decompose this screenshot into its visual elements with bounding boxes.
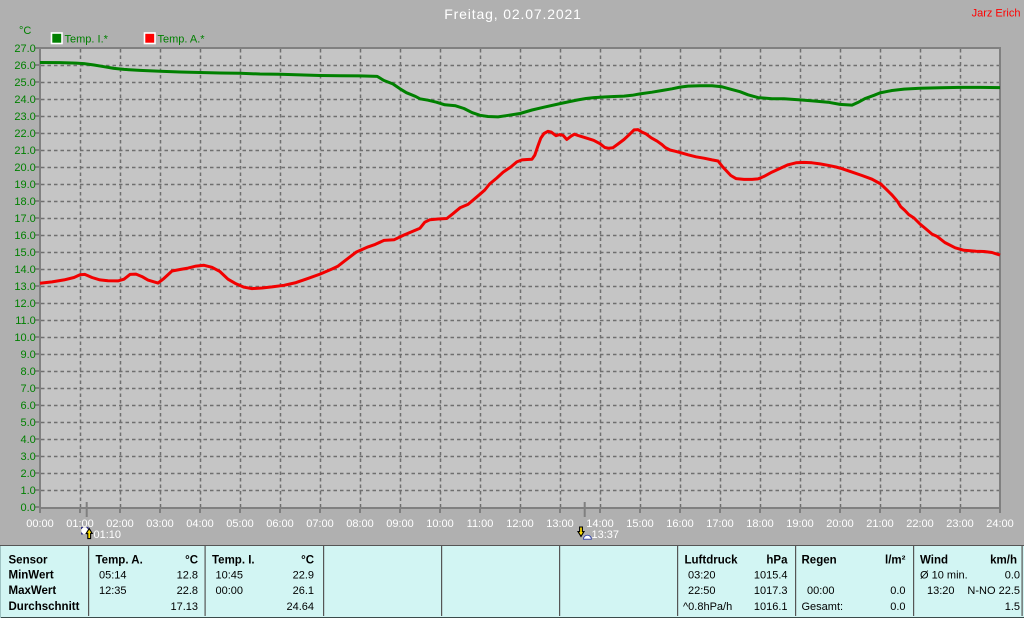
svg-text:1016.1: 1016.1 bbox=[754, 601, 788, 613]
svg-text:MaxWert: MaxWert bbox=[9, 585, 57, 597]
svg-text:Ø 10 min.: Ø 10 min. bbox=[920, 570, 968, 582]
svg-text:Wind: Wind bbox=[920, 554, 948, 566]
svg-text:13:20: 13:20 bbox=[927, 585, 955, 597]
svg-text:l/m²: l/m² bbox=[885, 554, 906, 566]
svg-text:0.0: 0.0 bbox=[1005, 570, 1020, 582]
svg-text:27.0: 27.0 bbox=[14, 43, 35, 55]
svg-text:11.0: 11.0 bbox=[15, 315, 36, 327]
svg-text:17.0: 17.0 bbox=[14, 213, 35, 225]
svg-text:7.0: 7.0 bbox=[21, 383, 36, 395]
svg-text:14:00: 14:00 bbox=[586, 518, 614, 530]
svg-text:08:00: 08:00 bbox=[346, 518, 374, 530]
svg-text:Temp. A.: Temp. A. bbox=[96, 554, 143, 566]
svg-text:16:00: 16:00 bbox=[666, 518, 694, 530]
svg-text:^0.8hPa/h: ^0.8hPa/h bbox=[683, 601, 732, 613]
svg-text:10:45: 10:45 bbox=[216, 570, 244, 582]
svg-text:16.0: 16.0 bbox=[14, 230, 35, 242]
svg-text:04:00: 04:00 bbox=[186, 518, 214, 530]
svg-text:00:00: 00:00 bbox=[26, 518, 54, 530]
svg-text:12.0: 12.0 bbox=[14, 298, 35, 310]
svg-text:1.0: 1.0 bbox=[21, 485, 36, 497]
svg-text:21:00: 21:00 bbox=[866, 518, 894, 530]
svg-text:9.0: 9.0 bbox=[21, 349, 36, 361]
svg-text:22:00: 22:00 bbox=[906, 518, 934, 530]
svg-text:°C: °C bbox=[19, 25, 31, 37]
svg-text:Temp. A.*: Temp. A.* bbox=[158, 34, 206, 46]
svg-text:19.0: 19.0 bbox=[14, 179, 35, 191]
svg-text:Freitag, 02.07.2021: Freitag, 02.07.2021 bbox=[444, 6, 582, 22]
svg-text:19:00: 19:00 bbox=[786, 518, 814, 530]
svg-text:MinWert: MinWert bbox=[9, 570, 54, 582]
svg-text:Luftdruck: Luftdruck bbox=[685, 554, 739, 566]
svg-text:Temp. I.: Temp. I. bbox=[212, 554, 255, 566]
svg-text:18.0: 18.0 bbox=[14, 196, 35, 208]
svg-text:10.0: 10.0 bbox=[14, 332, 35, 344]
svg-text:15.0: 15.0 bbox=[14, 247, 35, 259]
svg-text:09:00: 09:00 bbox=[386, 518, 414, 530]
svg-text:22:50: 22:50 bbox=[688, 585, 716, 597]
svg-text:4.0: 4.0 bbox=[21, 434, 36, 446]
svg-text:Sensor: Sensor bbox=[9, 554, 49, 566]
svg-text:22.0: 22.0 bbox=[14, 128, 35, 140]
svg-text:3.0: 3.0 bbox=[21, 451, 36, 463]
svg-text:0.0: 0.0 bbox=[890, 585, 905, 597]
svg-text:Temp. I.*: Temp. I.* bbox=[65, 34, 109, 46]
svg-text:20.0: 20.0 bbox=[14, 162, 35, 174]
svg-text:26.1: 26.1 bbox=[293, 585, 314, 597]
svg-text:00:00: 00:00 bbox=[807, 585, 835, 597]
svg-text:15:00: 15:00 bbox=[626, 518, 654, 530]
svg-text:8.0: 8.0 bbox=[21, 366, 36, 378]
svg-text:22.9: 22.9 bbox=[293, 570, 314, 582]
svg-text:14.0: 14.0 bbox=[14, 264, 35, 276]
svg-text:Regen: Regen bbox=[802, 554, 837, 566]
svg-text:N-NO 22.5: N-NO 22.5 bbox=[967, 585, 1020, 597]
svg-text:12.8: 12.8 bbox=[177, 570, 198, 582]
svg-text:02:00: 02:00 bbox=[106, 518, 134, 530]
svg-text:25.0: 25.0 bbox=[14, 77, 35, 89]
svg-text:01:00: 01:00 bbox=[66, 518, 94, 530]
svg-text:5.0: 5.0 bbox=[21, 417, 36, 429]
svg-text:11:00: 11:00 bbox=[467, 518, 494, 530]
svg-text:05:14: 05:14 bbox=[99, 570, 127, 582]
svg-text:00:00: 00:00 bbox=[216, 585, 244, 597]
svg-text:2.0: 2.0 bbox=[21, 468, 36, 480]
svg-text:Gesamt:: Gesamt: bbox=[802, 601, 844, 613]
svg-text:km/h: km/h bbox=[990, 554, 1017, 566]
svg-text:10:00: 10:00 bbox=[426, 518, 454, 530]
svg-text:20:00: 20:00 bbox=[826, 518, 854, 530]
svg-text:07:00: 07:00 bbox=[306, 518, 334, 530]
svg-text:01:10: 01:10 bbox=[94, 529, 122, 541]
svg-text:03:00: 03:00 bbox=[146, 518, 174, 530]
svg-text:12:35: 12:35 bbox=[99, 585, 127, 597]
svg-text:12:00: 12:00 bbox=[506, 518, 534, 530]
svg-text:13.0: 13.0 bbox=[14, 281, 35, 293]
svg-text:21.0: 21.0 bbox=[14, 145, 35, 157]
svg-text:17.13: 17.13 bbox=[170, 601, 198, 613]
svg-text:°C: °C bbox=[185, 554, 198, 566]
svg-text:23.0: 23.0 bbox=[14, 111, 35, 123]
svg-text:23:00: 23:00 bbox=[946, 518, 974, 530]
svg-text:24.64: 24.64 bbox=[286, 601, 314, 613]
svg-text:6.0: 6.0 bbox=[21, 400, 36, 412]
svg-text:13:37: 13:37 bbox=[592, 529, 620, 541]
svg-text:17:00: 17:00 bbox=[706, 518, 734, 530]
svg-text:1017.3: 1017.3 bbox=[754, 585, 788, 597]
svg-text:24:00: 24:00 bbox=[986, 518, 1014, 530]
svg-text:13:00: 13:00 bbox=[546, 518, 574, 530]
svg-text:Durchschnitt: Durchschnitt bbox=[9, 601, 80, 613]
svg-text:18:00: 18:00 bbox=[746, 518, 774, 530]
svg-text:hPa: hPa bbox=[766, 554, 788, 566]
svg-text:0.0: 0.0 bbox=[21, 502, 36, 514]
svg-text:0.0: 0.0 bbox=[890, 601, 905, 613]
svg-text:°C: °C bbox=[301, 554, 314, 566]
svg-text:03:20: 03:20 bbox=[688, 570, 716, 582]
svg-text:05:00: 05:00 bbox=[226, 518, 254, 530]
svg-text:1.5: 1.5 bbox=[1005, 601, 1020, 613]
svg-text:1015.4: 1015.4 bbox=[754, 570, 788, 582]
svg-text:Jarz Erich: Jarz Erich bbox=[972, 8, 1021, 20]
svg-text:26.0: 26.0 bbox=[14, 60, 35, 72]
svg-text:22.8: 22.8 bbox=[177, 585, 198, 597]
svg-text:24.0: 24.0 bbox=[14, 94, 35, 106]
svg-text:06:00: 06:00 bbox=[266, 518, 294, 530]
